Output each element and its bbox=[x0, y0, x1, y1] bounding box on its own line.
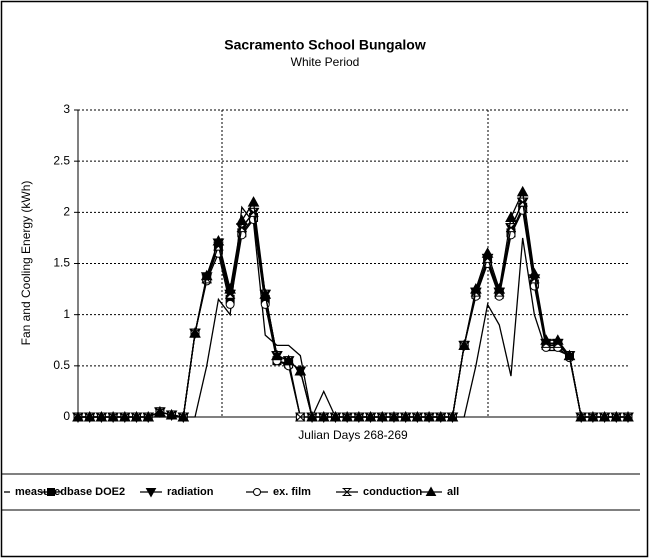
marker bbox=[470, 283, 482, 294]
y-tick-label: 3 bbox=[63, 102, 70, 116]
chart-subtitle: White Period bbox=[291, 55, 360, 69]
marker bbox=[295, 412, 306, 422]
marker bbox=[505, 223, 517, 233]
marker bbox=[282, 354, 295, 366]
y-tick-label: 1.5 bbox=[53, 256, 70, 270]
marker bbox=[130, 410, 143, 422]
marker bbox=[458, 339, 471, 350]
marker bbox=[253, 488, 261, 496]
legend-label: ex. film bbox=[273, 486, 311, 498]
y-tick-label: 0 bbox=[63, 409, 70, 423]
marker bbox=[376, 410, 389, 422]
y-axis-label: Fan and Cooling Energy (kWh) bbox=[19, 181, 33, 346]
marker bbox=[83, 410, 96, 422]
marker bbox=[540, 334, 552, 345]
marker bbox=[505, 211, 517, 222]
marker bbox=[493, 283, 506, 294]
legend-label: radiation bbox=[167, 486, 214, 498]
marker bbox=[200, 269, 213, 281]
y-tick-label: 2.5 bbox=[53, 153, 70, 167]
marker bbox=[446, 410, 459, 422]
marker bbox=[142, 410, 155, 422]
marker bbox=[425, 486, 437, 496]
marker bbox=[399, 410, 412, 422]
marker bbox=[165, 408, 178, 420]
marker bbox=[353, 410, 365, 422]
marker bbox=[341, 410, 353, 422]
marker bbox=[598, 410, 611, 422]
marker bbox=[294, 364, 307, 376]
marker bbox=[551, 334, 564, 345]
marker bbox=[145, 488, 157, 498]
marker bbox=[528, 267, 541, 279]
marker bbox=[224, 283, 236, 294]
marker bbox=[516, 185, 529, 197]
legend-label: conduction bbox=[363, 486, 423, 498]
marker bbox=[587, 410, 599, 422]
marker bbox=[189, 327, 201, 338]
marker bbox=[271, 349, 283, 361]
marker bbox=[563, 349, 576, 361]
marker bbox=[95, 410, 108, 422]
legend-label: base DOE2 bbox=[67, 486, 125, 498]
marker bbox=[225, 299, 235, 309]
marker bbox=[259, 288, 272, 299]
marker bbox=[481, 247, 494, 258]
marker bbox=[47, 488, 55, 496]
chart-title: Sacramento School Bungalow bbox=[224, 37, 426, 53]
marker bbox=[235, 214, 248, 226]
marker bbox=[622, 410, 634, 422]
marker bbox=[177, 410, 190, 422]
marker bbox=[364, 410, 377, 422]
x-axis-label: Julian Days 268-269 bbox=[298, 428, 408, 442]
marker bbox=[610, 410, 623, 422]
marker bbox=[247, 196, 260, 207]
marker bbox=[306, 410, 318, 422]
marker bbox=[411, 410, 424, 422]
marker bbox=[434, 410, 447, 422]
legend-label: all bbox=[447, 486, 459, 498]
marker bbox=[118, 410, 131, 422]
marker bbox=[423, 410, 435, 422]
y-tick-label: 0.5 bbox=[53, 358, 70, 372]
marker bbox=[388, 410, 400, 422]
marker bbox=[107, 410, 119, 422]
y-tick-label: 2 bbox=[63, 205, 70, 219]
marker bbox=[317, 410, 330, 422]
marker bbox=[154, 405, 166, 417]
marker bbox=[212, 234, 225, 246]
y-tick-label: 1 bbox=[63, 307, 70, 321]
marker bbox=[575, 410, 588, 422]
marker bbox=[329, 410, 342, 422]
marker bbox=[72, 410, 84, 422]
marker bbox=[342, 488, 352, 496]
